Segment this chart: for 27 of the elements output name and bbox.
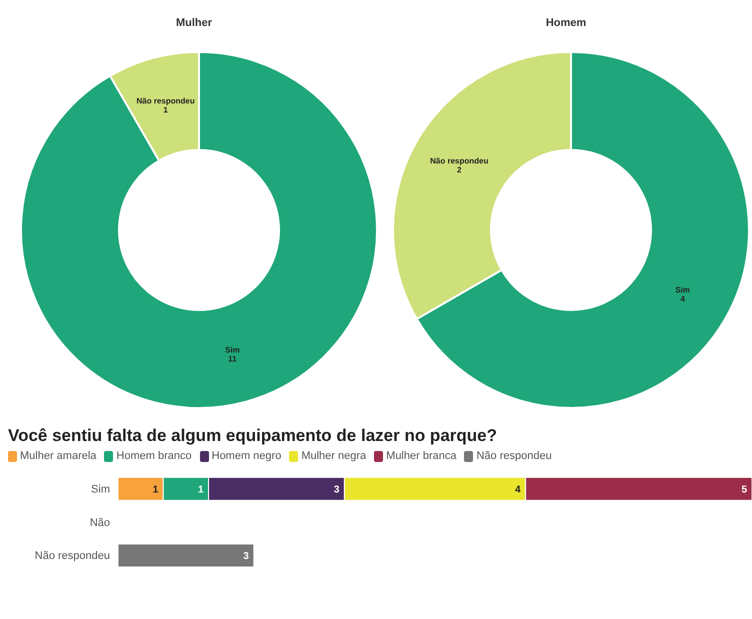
data-label: 3 xyxy=(243,551,250,562)
y-tick-label: Não respondeu xyxy=(34,550,110,562)
legend-label: Mulher amarela xyxy=(19,450,96,462)
y-tick-label: Não xyxy=(90,516,110,529)
data-label: 1 xyxy=(198,484,204,496)
data-label: 11 xyxy=(228,354,238,364)
data-label: 2 xyxy=(457,166,462,174)
data-label: 4 xyxy=(515,484,522,496)
data-label: 5 xyxy=(741,484,748,496)
chart-title: Homem xyxy=(544,16,588,31)
y-tick-label: Sim xyxy=(91,484,110,496)
slice-label: Não respondeu xyxy=(136,96,195,106)
slice-label: Sim xyxy=(225,346,240,355)
data-label: 4 xyxy=(680,294,686,304)
legend-label: Mulher branca xyxy=(385,450,456,462)
legend-label: Homem negro xyxy=(210,450,282,462)
chart-title: Você sentiu falta de algum equipamento de lazer no parque? xyxy=(8,426,498,446)
legend-label: Mulher negra xyxy=(300,450,366,462)
donut-slice xyxy=(20,51,378,408)
data-label: 1 xyxy=(152,484,159,496)
data-label: 3 xyxy=(334,484,340,496)
chart-title: Mulher xyxy=(174,16,214,31)
legend-label: Homem branco xyxy=(115,450,192,462)
slice-label: Sim xyxy=(675,286,690,294)
data-label: 1 xyxy=(163,105,168,114)
legend-label: Não respondeu xyxy=(475,450,552,462)
slice-label: Não respondeu xyxy=(430,156,489,166)
